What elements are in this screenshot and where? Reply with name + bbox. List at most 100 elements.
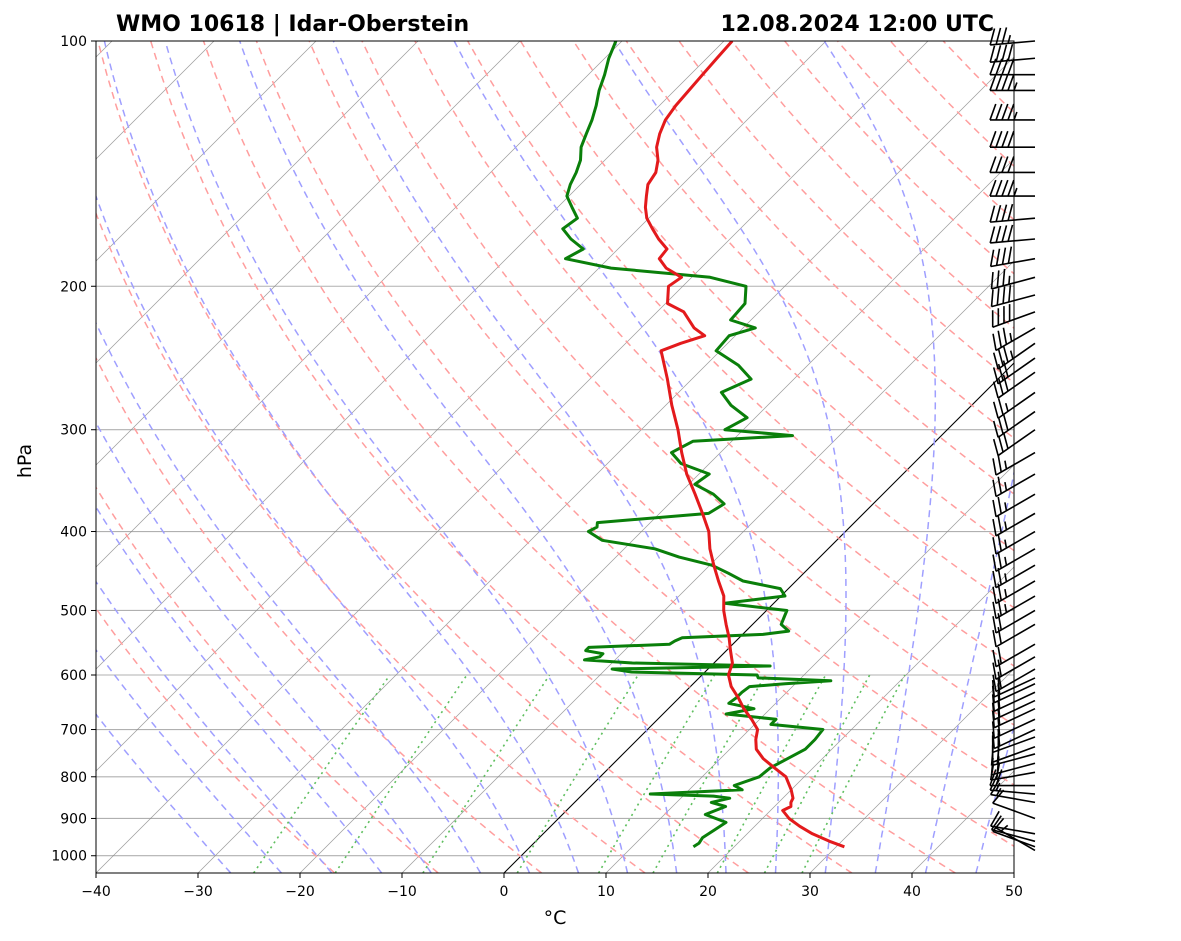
barb-flag [1009, 350, 1014, 360]
y-tick-label: 900 [60, 811, 87, 827]
barb-flag [992, 601, 997, 619]
barb-staff [995, 473, 1036, 498]
wind-barb [992, 564, 1036, 589]
barb-flag [1002, 432, 1009, 449]
wind-barb [992, 548, 1036, 572]
barb-staff [997, 342, 1036, 370]
isotherm [96, 41, 827, 772]
barb-flag [995, 156, 1003, 173]
barb-flag [996, 270, 1000, 288]
isotherm [96, 41, 623, 568]
barb-flag [992, 519, 997, 537]
barb-staff [992, 802, 1036, 820]
barb-flag [989, 103, 997, 121]
barb-flag [990, 815, 1002, 831]
barb-flag [1002, 327, 1008, 345]
barb-flag [992, 649, 997, 667]
mixing-ratio-line [716, 674, 827, 873]
barb-flag [1001, 204, 1008, 222]
barb-flag [997, 455, 1003, 473]
dry-adiabat [836, 41, 1014, 221]
barb-flag [997, 330, 1003, 348]
barb-staff [995, 668, 1036, 693]
dry-adiabat [784, 41, 1014, 275]
barb-flag [989, 130, 997, 148]
barb-flag [1007, 58, 1015, 75]
barb-flag [997, 646, 1003, 664]
y-tick-label: 1000 [51, 849, 87, 865]
barb-flag [995, 248, 1001, 266]
barb-staff [995, 451, 1036, 476]
barb-flag [1001, 74, 1009, 91]
barb-staff [990, 40, 1036, 46]
barb-flag [997, 363, 1004, 381]
barb-flag [989, 810, 1000, 827]
barb-staff [992, 736, 1036, 754]
dry-adiabat [149, 41, 853, 873]
mixing-ratio-line [652, 674, 767, 873]
barb-flag [1001, 225, 1008, 243]
y-tick-label: 600 [60, 668, 87, 684]
barb-flag [997, 398, 1004, 416]
barb-flag [1004, 539, 1008, 549]
barb-flag [1002, 413, 1009, 431]
temperature-line [643, 41, 845, 849]
barb-staff [993, 718, 1036, 740]
barb-staff [993, 683, 1036, 704]
barb-flag [997, 677, 1001, 695]
barb-staff [995, 595, 1036, 620]
moist-adiabat [453, 41, 780, 873]
wind-barb [990, 815, 1036, 843]
moist-adiabat [96, 321, 482, 873]
isotherm [96, 41, 521, 466]
barb-staff [997, 391, 1036, 419]
barb-flag [995, 27, 1002, 45]
barb-flag [992, 333, 997, 351]
moist-adiabat [924, 469, 1014, 873]
barb-flag [1002, 360, 1009, 378]
x-tick-label: 50 [1005, 884, 1023, 900]
barb-flag [997, 567, 1003, 585]
mixing-ratio-line [597, 674, 716, 873]
barb-flag [1007, 203, 1014, 221]
barb-flag [997, 534, 1003, 552]
wind-barb [991, 677, 1036, 698]
x-tick-label: −10 [387, 884, 417, 900]
barb-staff [991, 276, 1036, 290]
barb-staff [990, 217, 1036, 223]
barb-flag [995, 782, 1001, 791]
wind-barb [989, 130, 1035, 148]
moist-adiabat [103, 41, 580, 873]
barb-flag [992, 438, 999, 456]
wind-barb [992, 451, 1036, 476]
barb-flag [989, 45, 996, 63]
moist-adiabat [96, 194, 531, 873]
barb-flag [1008, 275, 1011, 285]
barb-flag [1013, 187, 1018, 197]
barb-staff [991, 294, 1036, 308]
barb-staff [995, 512, 1036, 537]
dry-adiabat [96, 607, 336, 873]
dry-adiabat [678, 41, 1014, 384]
barb-flag [991, 721, 996, 739]
barb-flag [1007, 224, 1014, 242]
barb-flag [992, 479, 997, 497]
wind-barb [989, 27, 1036, 46]
wind-barb [992, 530, 1036, 555]
barb-flag [992, 499, 997, 517]
wind-barb [992, 595, 1036, 620]
wind-barb [989, 810, 1036, 835]
dry-adiabat [414, 41, 1014, 667]
wind-barb [989, 74, 1035, 92]
y-tick-label: 400 [60, 525, 87, 541]
barb-staff [991, 753, 1036, 767]
barb-flag [992, 458, 997, 476]
barb-flag [997, 496, 1003, 514]
wind-barb [992, 473, 1036, 498]
barb-flag [997, 377, 1004, 395]
barb-flag [989, 74, 997, 91]
barb-flag [992, 616, 997, 634]
barb-staff [993, 677, 1036, 698]
barb-flag [989, 156, 997, 173]
barb-flag [997, 671, 1003, 689]
